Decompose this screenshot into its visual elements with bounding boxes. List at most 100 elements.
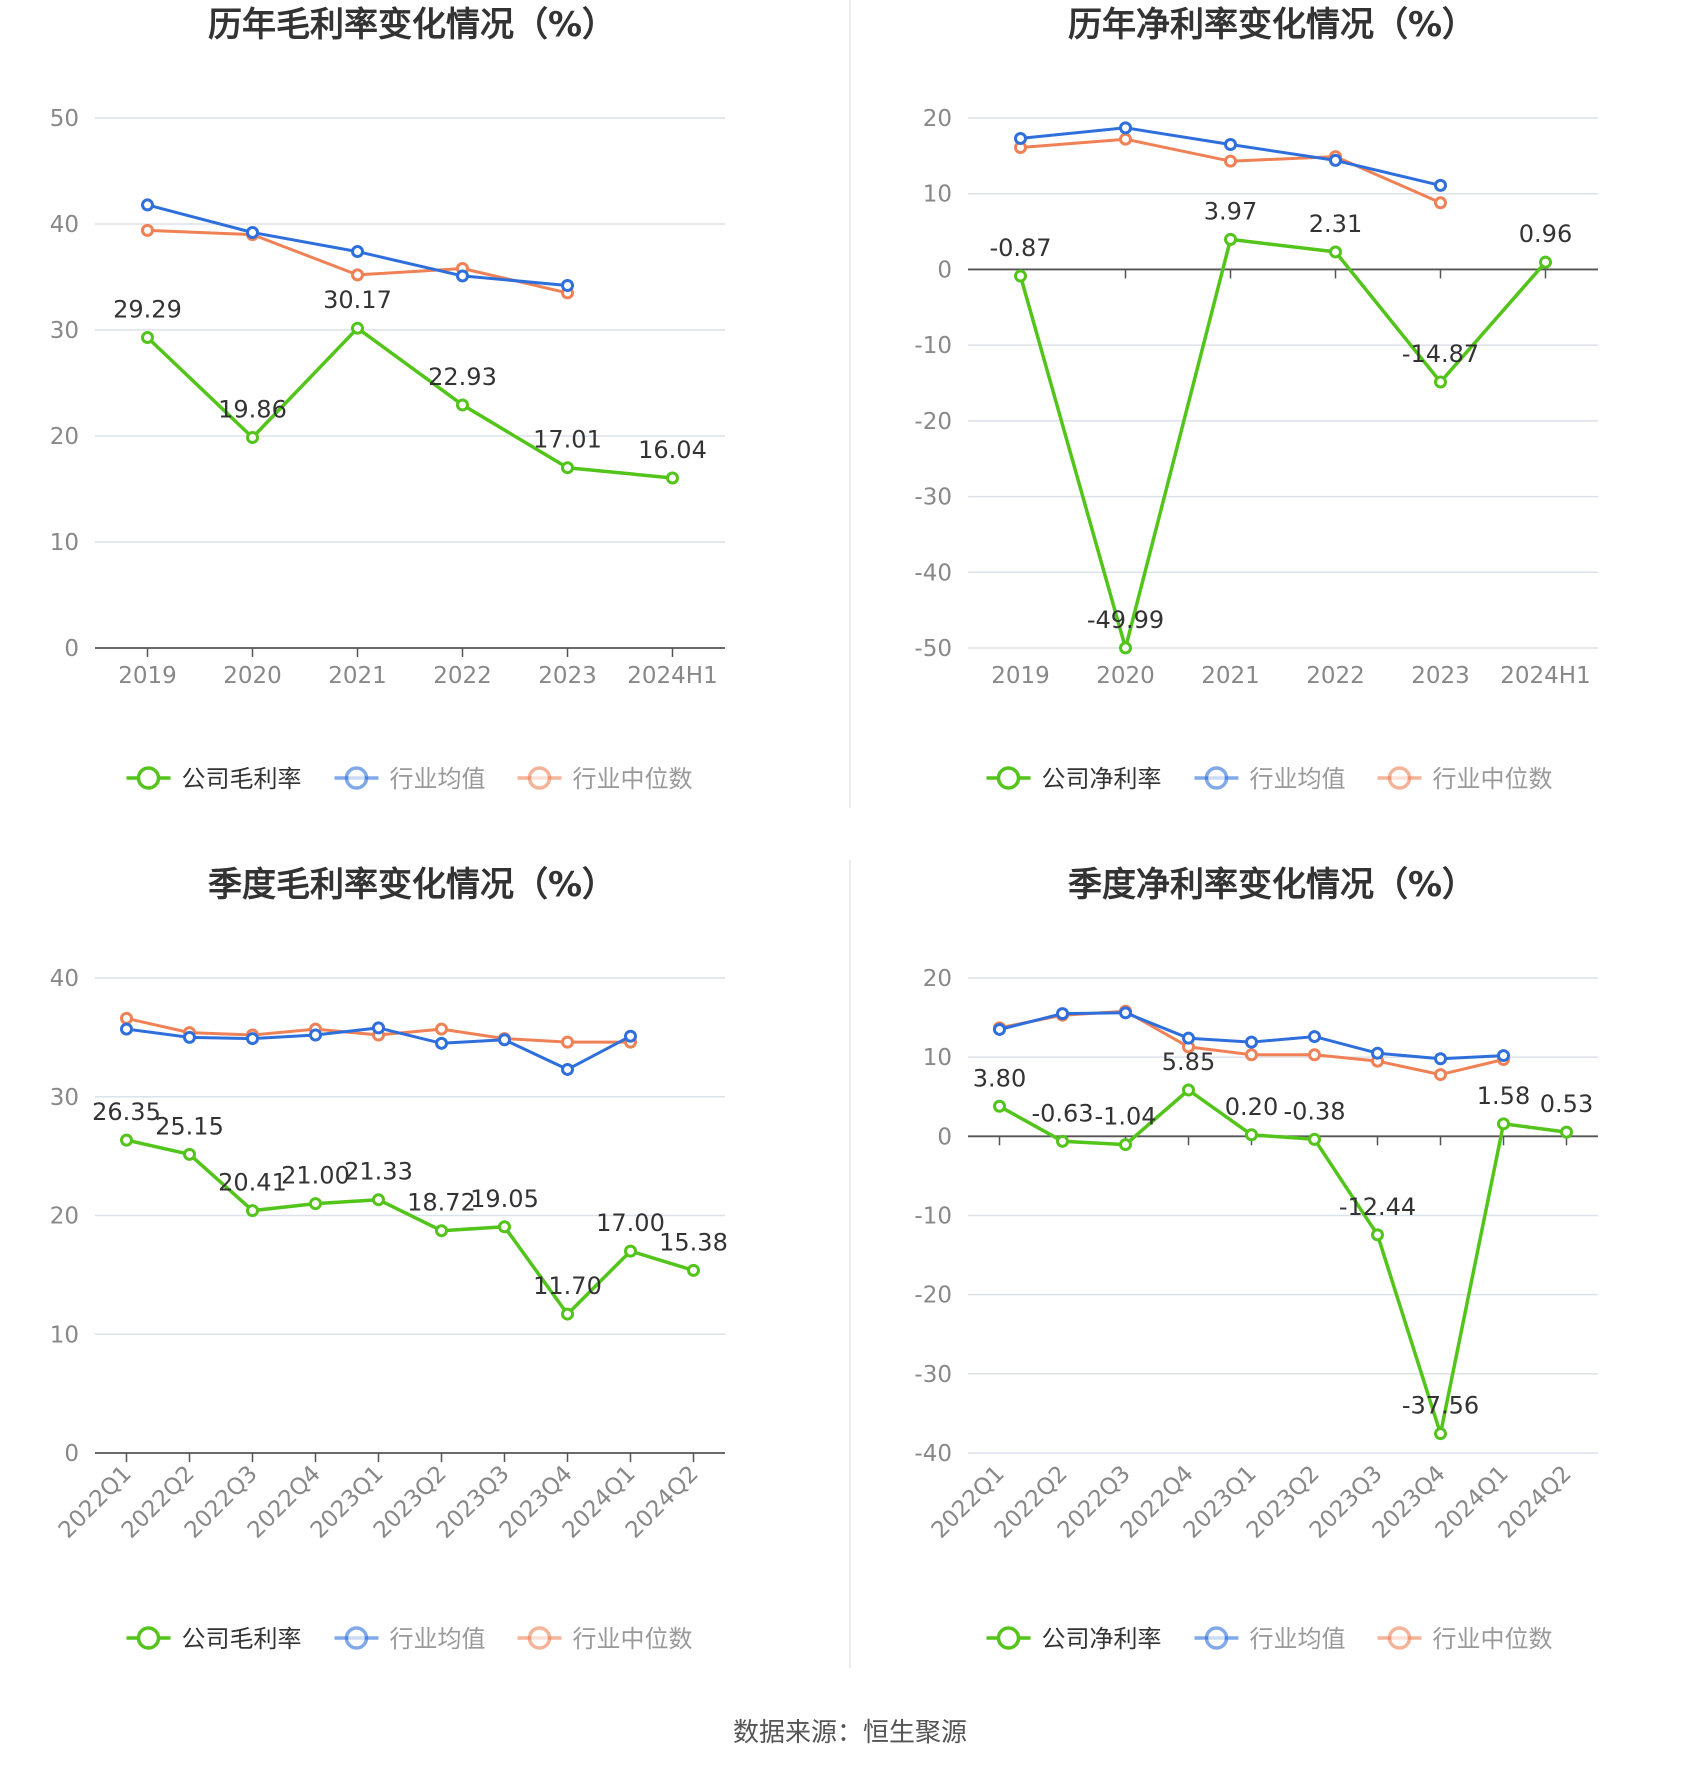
legend-item-average[interactable]: 行业均值	[334, 765, 486, 793]
data-point-company	[1308, 1132, 1321, 1146]
data-point-company	[993, 1099, 1006, 1113]
legend-label: 行业均值	[390, 1625, 486, 1653]
data-label: -49.99	[1087, 606, 1164, 634]
data-point-company	[1434, 1427, 1447, 1441]
legend-marker	[1204, 766, 1229, 790]
data-point-company	[1182, 1083, 1195, 1097]
data-label: 20.41	[218, 1169, 287, 1197]
data-point-average	[435, 1036, 448, 1050]
data-point-company	[624, 1244, 637, 1258]
x-tick-label: 2020	[1096, 663, 1155, 689]
legend-label: 行业均值	[1250, 765, 1346, 793]
y-tick-label: -20	[914, 1283, 952, 1309]
legend-marker	[1387, 1626, 1412, 1650]
chart-title: 季度毛利率变化情况（%）	[208, 865, 616, 905]
data-label: 3.80	[973, 1064, 1026, 1092]
data-label: 16.04	[638, 436, 707, 464]
legend-item-company[interactable]: 公司净利率	[986, 1625, 1162, 1653]
data-point-average	[624, 1029, 637, 1043]
data-point-company	[372, 1193, 385, 1207]
x-tick-label: 2022	[433, 663, 492, 689]
legend-item-company[interactable]: 公司毛利率	[126, 1625, 302, 1653]
y-tick-label: 40	[50, 966, 79, 992]
data-point-company	[1014, 269, 1027, 283]
legend-item-company[interactable]: 公司毛利率	[126, 765, 302, 793]
data-point-average	[498, 1033, 511, 1047]
chart-legend: 公司净利率 行业均值 行业中位数	[986, 765, 1553, 793]
data-label: -0.87	[989, 234, 1051, 262]
legend-item-company[interactable]: 公司净利率	[986, 765, 1162, 793]
chart-title: 历年毛利率变化情况（%）	[208, 5, 616, 45]
data-point-company	[561, 461, 574, 475]
y-tick-label: 30	[50, 1085, 79, 1111]
data-point-company	[246, 430, 259, 444]
legend-item-average[interactable]: 行业均值	[1194, 1625, 1346, 1653]
data-label: 0.96	[1519, 220, 1572, 248]
data-label: 22.93	[428, 363, 497, 391]
x-tick-label: 2019	[991, 663, 1050, 689]
series-line-company	[998, 1088, 1567, 1436]
y-tick-label: 0	[937, 1124, 952, 1150]
data-point-average	[141, 198, 154, 212]
data-point-company	[120, 1133, 133, 1147]
legend-item-median[interactable]: 行业中位数	[1377, 765, 1553, 793]
data-point-average	[246, 225, 259, 239]
data-point-company	[183, 1147, 196, 1161]
x-tick-label: 2024H1	[627, 663, 717, 689]
series-line-company	[146, 326, 673, 480]
y-tick-label: 20	[50, 424, 79, 450]
data-point-company	[1245, 1128, 1258, 1142]
series-line-median	[147, 228, 568, 295]
legend-label: 行业中位数	[1433, 765, 1553, 793]
y-tick-label: -10	[914, 333, 952, 359]
x-tick-label: 2023	[1411, 663, 1470, 689]
data-point-company	[435, 1224, 448, 1238]
data-label: 18.72	[407, 1189, 476, 1217]
x-tick-label: 2024H1	[1500, 663, 1590, 689]
data-label: 1.58	[1477, 1082, 1530, 1110]
data-point-median	[1434, 196, 1447, 210]
chart-legend: 公司净利率 行业均值 行业中位数	[986, 1625, 1553, 1653]
data-point-average	[1434, 178, 1447, 192]
data-point-average	[456, 269, 469, 283]
legend-label: 行业均值	[1250, 1625, 1346, 1653]
data-point-average	[351, 245, 364, 259]
data-point-median	[141, 223, 154, 237]
legend-marker	[996, 766, 1021, 790]
data-label: 17.01	[533, 426, 602, 454]
x-tick-label: 2021	[328, 663, 387, 689]
data-label: 0.53	[1540, 1090, 1593, 1118]
chart-legend: 公司毛利率 行业均值 行业中位数	[126, 765, 693, 793]
series-line-company	[1018, 237, 1547, 650]
y-tick-label: 10	[923, 1045, 952, 1071]
data-point-company	[1539, 255, 1552, 269]
data-label: 19.05	[470, 1185, 539, 1213]
legend-item-average[interactable]: 行业均值	[334, 1625, 486, 1653]
legend-item-median[interactable]: 行业中位数	[517, 1625, 693, 1653]
data-label: 26.35	[92, 1098, 161, 1126]
data-point-average	[183, 1030, 196, 1044]
legend-marker	[1387, 766, 1412, 790]
data-point-company	[309, 1197, 322, 1211]
data-point-average	[1119, 1006, 1132, 1020]
x-tick-label: 2019	[118, 663, 177, 689]
data-point-average	[246, 1032, 259, 1046]
y-tick-label: 10	[50, 530, 79, 556]
legend-item-median[interactable]: 行业中位数	[517, 765, 693, 793]
legend-marker	[996, 1626, 1021, 1650]
legend-marker	[1204, 1626, 1229, 1650]
legend-item-median[interactable]: 行业中位数	[1377, 1625, 1553, 1653]
legend-marker	[527, 766, 552, 790]
data-point-average	[1245, 1035, 1258, 1049]
data-point-average	[1224, 138, 1237, 151]
data-point-company	[1224, 232, 1237, 246]
legend-item-average[interactable]: 行业均值	[1194, 765, 1346, 793]
x-tick-label: 2020	[223, 663, 282, 689]
data-point-company	[561, 1307, 574, 1321]
data-source-text: 数据来源：恒生聚源	[732, 1718, 967, 1748]
chart-panel-3: 季度毛利率变化情况（%）0102030402022Q12022Q22022Q32…	[50, 865, 728, 1653]
data-point-median	[561, 1035, 574, 1049]
data-point-average	[1308, 1030, 1321, 1044]
